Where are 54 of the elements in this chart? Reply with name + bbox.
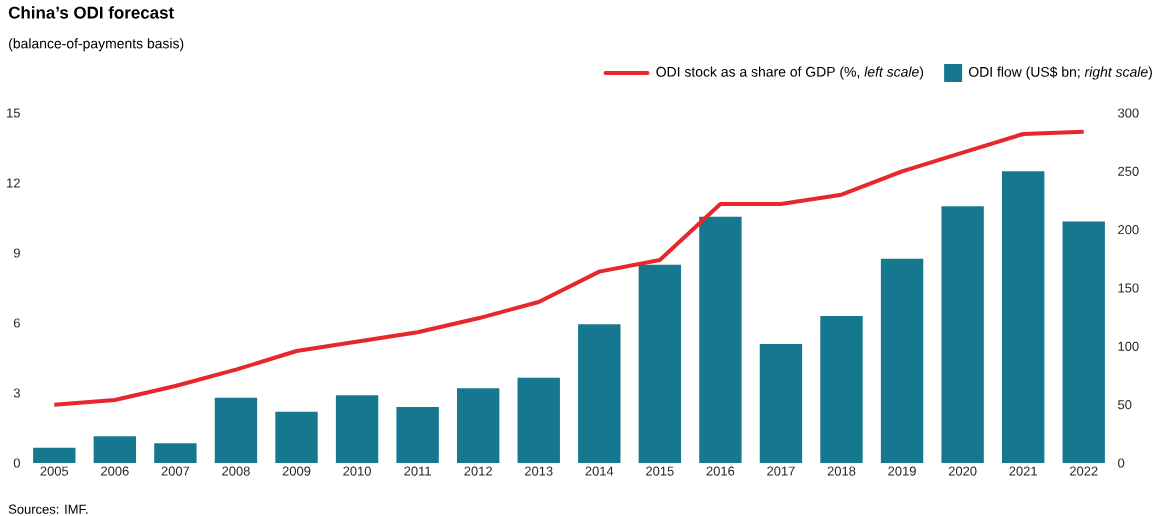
x-tick-label: 2005: [40, 466, 69, 476]
x-tick-label: 2017: [767, 466, 795, 476]
x-tick-label: 2011: [404, 466, 431, 476]
chart-subtitle: (balance-of-payments basis): [9, 38, 184, 52]
bar: [517, 377, 560, 463]
bar: [456, 388, 500, 463]
y2-tick-label: 250: [1118, 166, 1139, 176]
y-tick-label: 6: [13, 318, 20, 328]
y2-tick-label: 100: [1118, 341, 1139, 351]
x-tick-label: 2020: [948, 466, 977, 476]
bar: [820, 315, 863, 463]
x-tick-label: 2022: [1069, 466, 1098, 476]
x-tick-label: 2015: [646, 466, 674, 476]
bar: [578, 324, 621, 463]
bar: [759, 343, 803, 463]
source-note: Sources: IMF.: [8, 504, 88, 514]
x-tick-label: 2012: [464, 466, 492, 476]
bar: [335, 395, 379, 463]
y-tick-label: 9: [13, 248, 20, 258]
bar: [638, 264, 682, 463]
x-tick-label: 2021: [1009, 466, 1037, 476]
y-tick-label: 12: [7, 178, 20, 188]
legend-label: ODI stock as a share of GDP (%, left scale): [656, 66, 924, 80]
y2-tick-label: 150: [1118, 283, 1139, 293]
x-tick-label: 2007: [161, 466, 190, 476]
bar: [33, 447, 76, 463]
y2-tick-label: 200: [1118, 225, 1139, 235]
bar: [880, 258, 924, 463]
x-tick-label: 2019: [888, 466, 916, 476]
bar: [941, 206, 984, 463]
x-tick-label: 2006: [101, 466, 129, 476]
x-tick-label: 2009: [282, 466, 311, 476]
legend-label: ODI flow (US$ bn; right scale): [968, 66, 1152, 80]
y-tick-label: 15: [7, 108, 20, 118]
x-tick-label: 2013: [524, 466, 553, 476]
bar: [93, 436, 137, 463]
bar: [396, 406, 439, 463]
y2-tick-label: 300: [1118, 108, 1139, 118]
x-tick-label: 2016: [706, 466, 735, 476]
bar: [1001, 171, 1045, 463]
bar: [1062, 221, 1105, 463]
y-tick-label: 3: [13, 388, 20, 398]
bar: [154, 443, 197, 463]
bar: [699, 216, 742, 463]
y-tick-label: 0: [13, 458, 20, 468]
y2-tick-label: 50: [1118, 400, 1132, 410]
x-tick-label: 2014: [585, 466, 614, 476]
x-tick-label: 2008: [222, 466, 250, 476]
chart-title: China’s ODI forecast: [8, 6, 174, 19]
y2-tick-label: 0: [1118, 458, 1125, 468]
x-tick-label: 2018: [827, 466, 856, 476]
bar: [214, 397, 258, 463]
bar: [275, 411, 318, 463]
x-tick-label: 2010: [343, 466, 371, 476]
